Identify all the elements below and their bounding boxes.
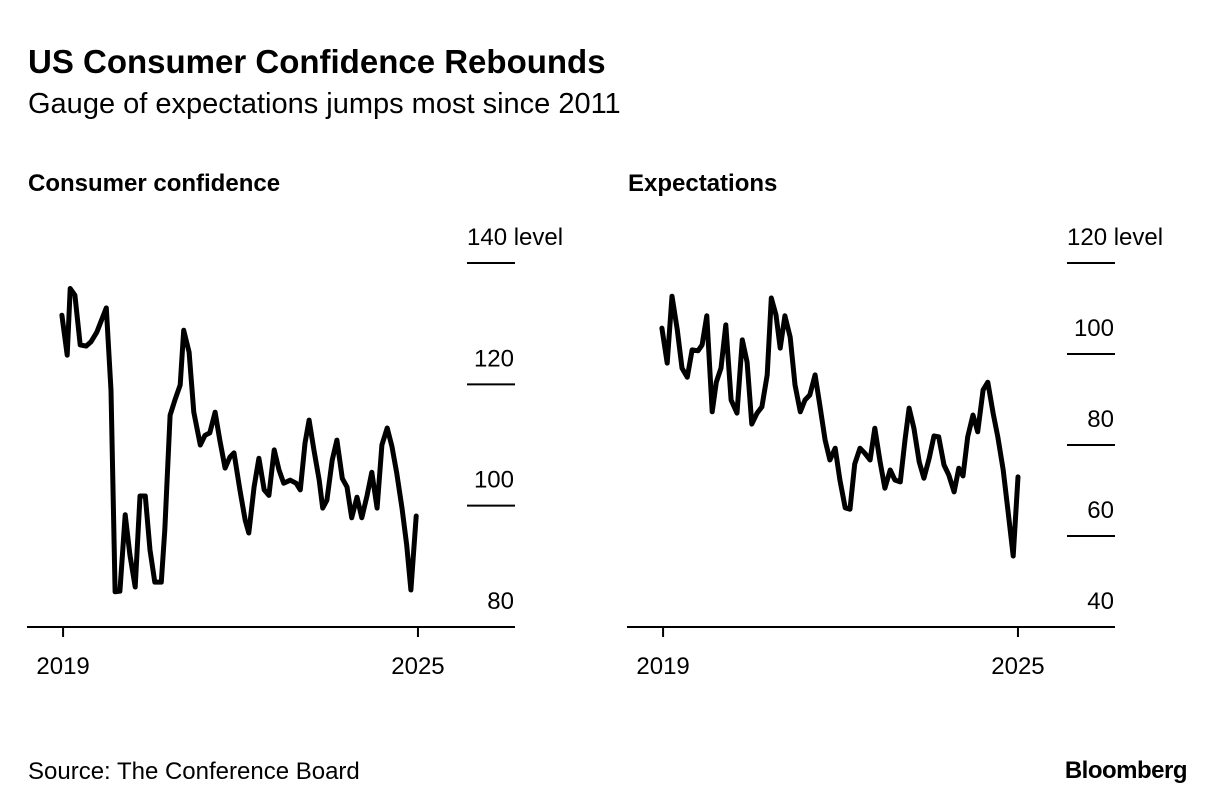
x-tick-label: 2019	[636, 653, 689, 680]
y-tick-label: 120 level	[1067, 224, 1163, 251]
y-tick-label: 120	[474, 345, 514, 372]
panel-title: Consumer confidence	[28, 170, 280, 197]
x-tick-label: 2025	[391, 653, 444, 680]
x-tick-label: 2019	[36, 653, 89, 680]
y-tick-label: 40	[1087, 588, 1114, 615]
data-line	[59, 286, 419, 595]
brand: Bloomberg	[1065, 757, 1187, 784]
title: US Consumer Confidence Rebounds	[28, 43, 606, 80]
x-tick-label: 2025	[991, 653, 1044, 680]
panel-title: Expectations	[628, 170, 777, 197]
data-line	[659, 293, 1021, 559]
subtitle: Gauge of expectations jumps most since 2…	[28, 88, 621, 120]
y-tick-label: 80	[1087, 406, 1114, 433]
y-tick-label: 100	[474, 467, 514, 494]
y-tick-label: 140 level	[467, 224, 563, 251]
y-tick-label: 80	[487, 588, 514, 615]
y-tick-label: 60	[1087, 497, 1114, 524]
source: Source: The Conference Board	[28, 758, 360, 785]
y-tick-label: 100	[1074, 315, 1114, 342]
